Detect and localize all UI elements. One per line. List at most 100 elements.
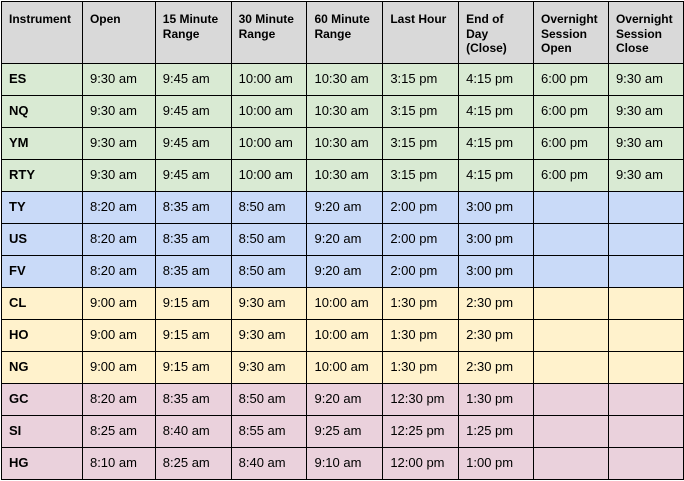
time-cell: 2:00 pm (382, 191, 460, 224)
instrument-cell: RTY (1, 159, 83, 192)
time-cell: 9:30 am (81, 159, 156, 192)
column-header: Overnight Session Open (532, 1, 609, 64)
instrument-cell: HO (1, 319, 83, 352)
time-cell: 9:15 am (154, 287, 232, 320)
time-cell: 9:00 am (81, 287, 156, 320)
time-cell: 9:30 am (230, 287, 308, 320)
time-cell (532, 319, 609, 352)
time-cell: 2:30 pm (458, 287, 534, 320)
time-cell: 6:00 pm (532, 63, 609, 96)
time-cell: 9:25 am (306, 415, 384, 448)
time-cell: 4:15 pm (458, 95, 534, 128)
time-cell (532, 415, 609, 448)
time-cell: 9:30 am (81, 95, 156, 128)
table-row: US 8:20 am 8:35 am 8:50 am 9:20 am 2:00 pm 3:0… (1, 223, 684, 256)
time-cell: 10:30 am (306, 159, 384, 192)
time-cell (607, 351, 684, 384)
time-cell: 9:20 am (306, 191, 384, 224)
time-cell: 9:45 am (154, 63, 232, 96)
time-cell: 8:20 am (81, 191, 156, 224)
column-header: Overnight Session Close (607, 1, 684, 64)
time-cell: 8:25 am (154, 447, 232, 480)
time-cell: 6:00 pm (532, 95, 609, 128)
time-cell: 10:00 am (306, 319, 384, 352)
instrument-cell: GC (1, 383, 83, 416)
instrument-cell: ES (1, 63, 83, 96)
time-cell: 9:20 am (306, 223, 384, 256)
instrument-cell: HG (1, 447, 83, 480)
time-cell: 8:35 am (154, 255, 232, 288)
time-cell: 10:00 am (230, 63, 308, 96)
time-cell: 8:50 am (230, 191, 308, 224)
time-cell: 9:15 am (154, 351, 232, 384)
time-cell: 3:00 pm (458, 191, 534, 224)
time-cell: 10:00 am (230, 159, 308, 192)
column-header: Last Hour (382, 1, 460, 64)
time-cell (607, 223, 684, 256)
time-cell: 9:30 am (607, 63, 684, 96)
time-cell: 6:00 pm (532, 127, 609, 160)
table-row: NG 9:00 am 9:15 am 9:30 am 10:00 am 1:30 pm 2:… (1, 351, 684, 384)
time-cell: 3:15 pm (382, 95, 460, 128)
time-cell: 8:50 am (230, 383, 308, 416)
time-cell: 8:50 am (230, 255, 308, 288)
time-cell (532, 447, 609, 480)
time-cell: 3:15 pm (382, 159, 460, 192)
column-header: 15 Minute Range (154, 1, 232, 64)
table-row: HO 9:00 am 9:15 am 9:30 am 10:00 am 1:30 pm 2:… (1, 319, 684, 352)
time-cell: 1:30 pm (382, 351, 460, 384)
column-header: Open (81, 1, 156, 64)
time-cell: 10:00 am (230, 127, 308, 160)
instrument-cell: TY (1, 191, 83, 224)
time-cell: 3:15 pm (382, 63, 460, 96)
time-cell (607, 447, 684, 480)
time-cell: 3:15 pm (382, 127, 460, 160)
time-cell: 10:00 am (306, 351, 384, 384)
table-row: CL 9:00 am 9:15 am 9:30 am 10:00 am 1:30 pm 2:… (1, 287, 684, 320)
time-cell (607, 287, 684, 320)
header-row: Instrument Open 15 Minute Range 30 Minute R… (1, 1, 684, 64)
time-cell: 10:00 am (306, 287, 384, 320)
time-cell: 9:45 am (154, 127, 232, 160)
instrument-cell: NQ (1, 95, 83, 128)
column-header: End of Day (Close) (458, 1, 534, 64)
time-cell: 10:30 am (306, 127, 384, 160)
time-cell: 9:20 am (306, 383, 384, 416)
time-cell: 8:25 am (81, 415, 156, 448)
table-row: HG 8:10 am 8:25 am 8:40 am 9:10 am 12:00 pm 1:… (1, 447, 684, 480)
time-cell: 8:35 am (154, 191, 232, 224)
time-cell: 9:45 am (154, 159, 232, 192)
time-cell: 1:30 pm (458, 383, 534, 416)
time-cell: 8:35 am (154, 383, 232, 416)
time-cell: 8:20 am (81, 383, 156, 416)
time-cell (607, 319, 684, 352)
time-cell: 9:30 am (607, 95, 684, 128)
instrument-cell: SI (1, 415, 83, 448)
time-cell (607, 191, 684, 224)
time-cell: 4:15 pm (458, 159, 534, 192)
time-cell: 9:00 am (81, 319, 156, 352)
time-cell: 2:00 pm (382, 223, 460, 256)
time-cell: 1:30 pm (382, 319, 460, 352)
time-cell: 9:30 am (607, 159, 684, 192)
time-cell: 8:20 am (81, 255, 156, 288)
time-cell: 2:30 pm (458, 319, 534, 352)
column-header: 60 Minute Range (306, 1, 384, 64)
time-cell: 1:25 pm (458, 415, 534, 448)
time-cell (607, 415, 684, 448)
column-header: 30 Minute Range (230, 1, 308, 64)
time-cell: 6:00 pm (532, 159, 609, 192)
time-cell: 8:50 am (230, 223, 308, 256)
instrument-cell: FV (1, 255, 83, 288)
time-cell: 9:30 am (607, 127, 684, 160)
time-cell (532, 351, 609, 384)
time-cell: 9:00 am (81, 351, 156, 384)
time-cell: 9:45 am (154, 95, 232, 128)
time-cell: 9:20 am (306, 255, 384, 288)
time-cell: 12:00 pm (382, 447, 460, 480)
time-cell: 9:15 am (154, 319, 232, 352)
time-cell: 3:00 pm (458, 223, 534, 256)
time-cell (607, 255, 684, 288)
time-cell (532, 255, 609, 288)
time-cell (607, 383, 684, 416)
